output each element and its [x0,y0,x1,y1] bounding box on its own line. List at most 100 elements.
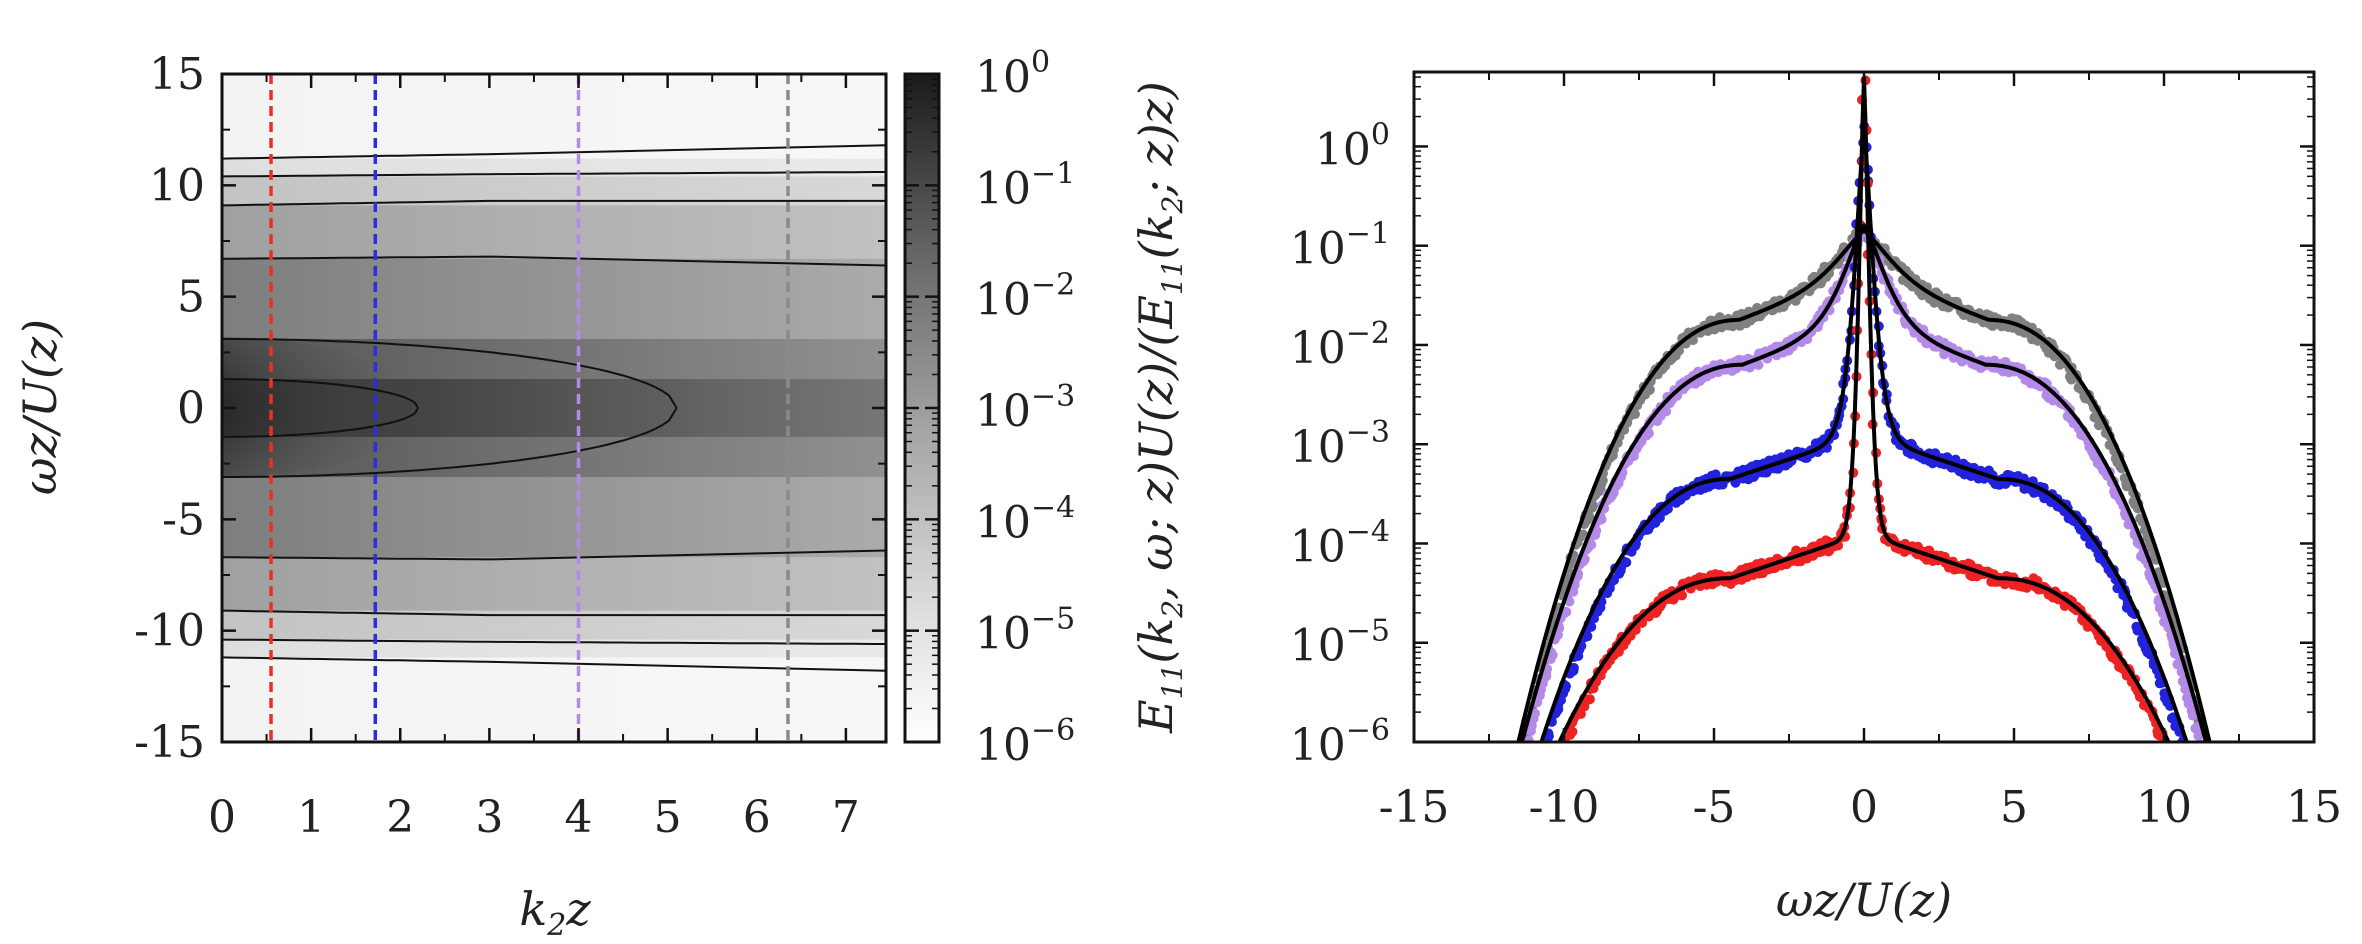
right-y-ticks: 100 10−1 10−2 10−3 10−4 10−5 10−6 [1290,76,2314,771]
data-point [1644,384,1655,395]
data-point [1630,409,1640,420]
contour-line-1e-2-lower [222,407,678,478]
left-x-tick-label: 0 [208,792,236,843]
data-point [1568,662,1579,673]
data-point [1561,606,1572,617]
model-curve-k2z=4.0 [1519,222,2209,742]
data-point [1677,590,1687,601]
contour-line-1e-6-lower [222,656,886,672]
data-point [1512,763,1522,773]
right-panel: -15 -10 -5 0 5 10 15 10010−110−210−310−410−510… [1129,70,2342,927]
data-point [1596,514,1607,525]
right-x-tick-label: -10 [1529,782,1600,833]
data-point [2185,764,2195,774]
contour-lines [222,144,886,672]
data-point [2201,749,2211,759]
contour-line-1e-6-upper [222,144,886,160]
data-point [1586,621,1597,632]
data-point [1548,761,1558,771]
data-point [2168,753,2178,763]
data-point [1553,758,1563,768]
right-x-tick-label: -15 [1379,782,1450,833]
colorbar-tick-label: 100 [975,45,1050,103]
data-point [1547,650,1558,660]
data-point [2201,754,2211,764]
scatter-series-k2z=6.35 [1512,223,2213,774]
contour-line-1e-5-lower [222,638,886,645]
data-point [2165,744,2175,754]
left-x-tick-label: 7 [832,792,860,843]
data-point [1543,731,1554,742]
scatter-series-k2z=4.0 [1518,223,2213,773]
data-point [1517,748,1527,758]
data-point [1584,694,1595,705]
data-point [2203,763,2213,773]
data-point [1753,360,1764,370]
data-point [2200,744,2210,754]
right-y-axis-label: E11(k2, ω; z)U(z)/(E11(k2; z)z) [1129,81,1189,734]
data-point [1518,760,1528,770]
colorbar-tick-label: 10−2 [975,268,1075,326]
data-point [1661,406,1672,417]
data-point [2172,765,2182,775]
data-point [1553,750,1563,760]
right-y-tick-label: 100 [1315,117,1390,175]
data-point [1512,764,1522,774]
data-point [1538,751,1548,761]
left-y-tick-label: -10 [134,606,205,657]
contour-line-1e-3-lower [222,549,886,561]
data-point [1558,743,1568,753]
data-point [1518,745,1528,755]
data-point [1545,763,1555,773]
right-x-tick-label: 5 [2000,782,2028,833]
data-point [1587,500,1598,511]
data-point [1515,753,1525,763]
left-y-tick-label: 15 [149,49,205,100]
left-x-tick-label: 1 [297,792,325,843]
heatmap-core [222,337,422,477]
left-y-tick-label: -5 [162,494,205,545]
data-point [2203,746,2213,756]
left-x-tick-label: 3 [475,792,503,843]
contour-line-1e-1-upper [222,378,419,409]
data-point [2163,751,2173,761]
right-y-tick-label: 10−5 [1290,614,1390,672]
left-x-tick-label: 6 [743,792,771,843]
contour-line-1e-4-upper [222,199,886,207]
data-point [2183,757,2193,767]
data-point [1534,766,1544,776]
data-point [1597,475,1608,486]
scatter-series-k2z=0.55 [1545,75,2182,776]
contour-line-1e-4-lower [222,609,886,617]
data-point [1541,671,1552,682]
data-point [1582,631,1593,642]
data-point [2183,757,2193,767]
left-y-tick-label: 0 [177,383,205,434]
data-point [2166,750,2176,760]
colorbar-tick-label: 10−5 [975,602,1075,660]
right-x-tick-label: 15 [2286,782,2342,833]
data-point [1520,746,1530,756]
data-point [1575,709,1586,719]
data-point [1567,726,1578,737]
data-point [1539,748,1549,758]
contour-line-1e-3-upper [222,255,886,267]
data-point [2180,684,2191,695]
data-point [1536,750,1546,760]
data-point [1621,557,1632,568]
left-y-tick-label: 5 [177,272,205,323]
contour-line-1e-1-lower [222,407,419,438]
colorbar-tick-label: 10−3 [975,379,1075,437]
data-point [1547,766,1557,776]
data-point [1533,761,1543,771]
colorbar-ticks: 100 10−1 10−2 10−3 10−4 10−5 10−6 [905,45,1075,771]
data-point [1546,760,1556,770]
right-x-tick-label: -5 [1693,782,1736,833]
contour-line-1e-2-upper [222,338,678,409]
data-point [1536,756,1546,766]
data-point [1553,752,1563,762]
left-y-axis-label: ωz/U(z) [13,319,67,495]
colorbar-tick-label: 10−6 [975,713,1075,771]
